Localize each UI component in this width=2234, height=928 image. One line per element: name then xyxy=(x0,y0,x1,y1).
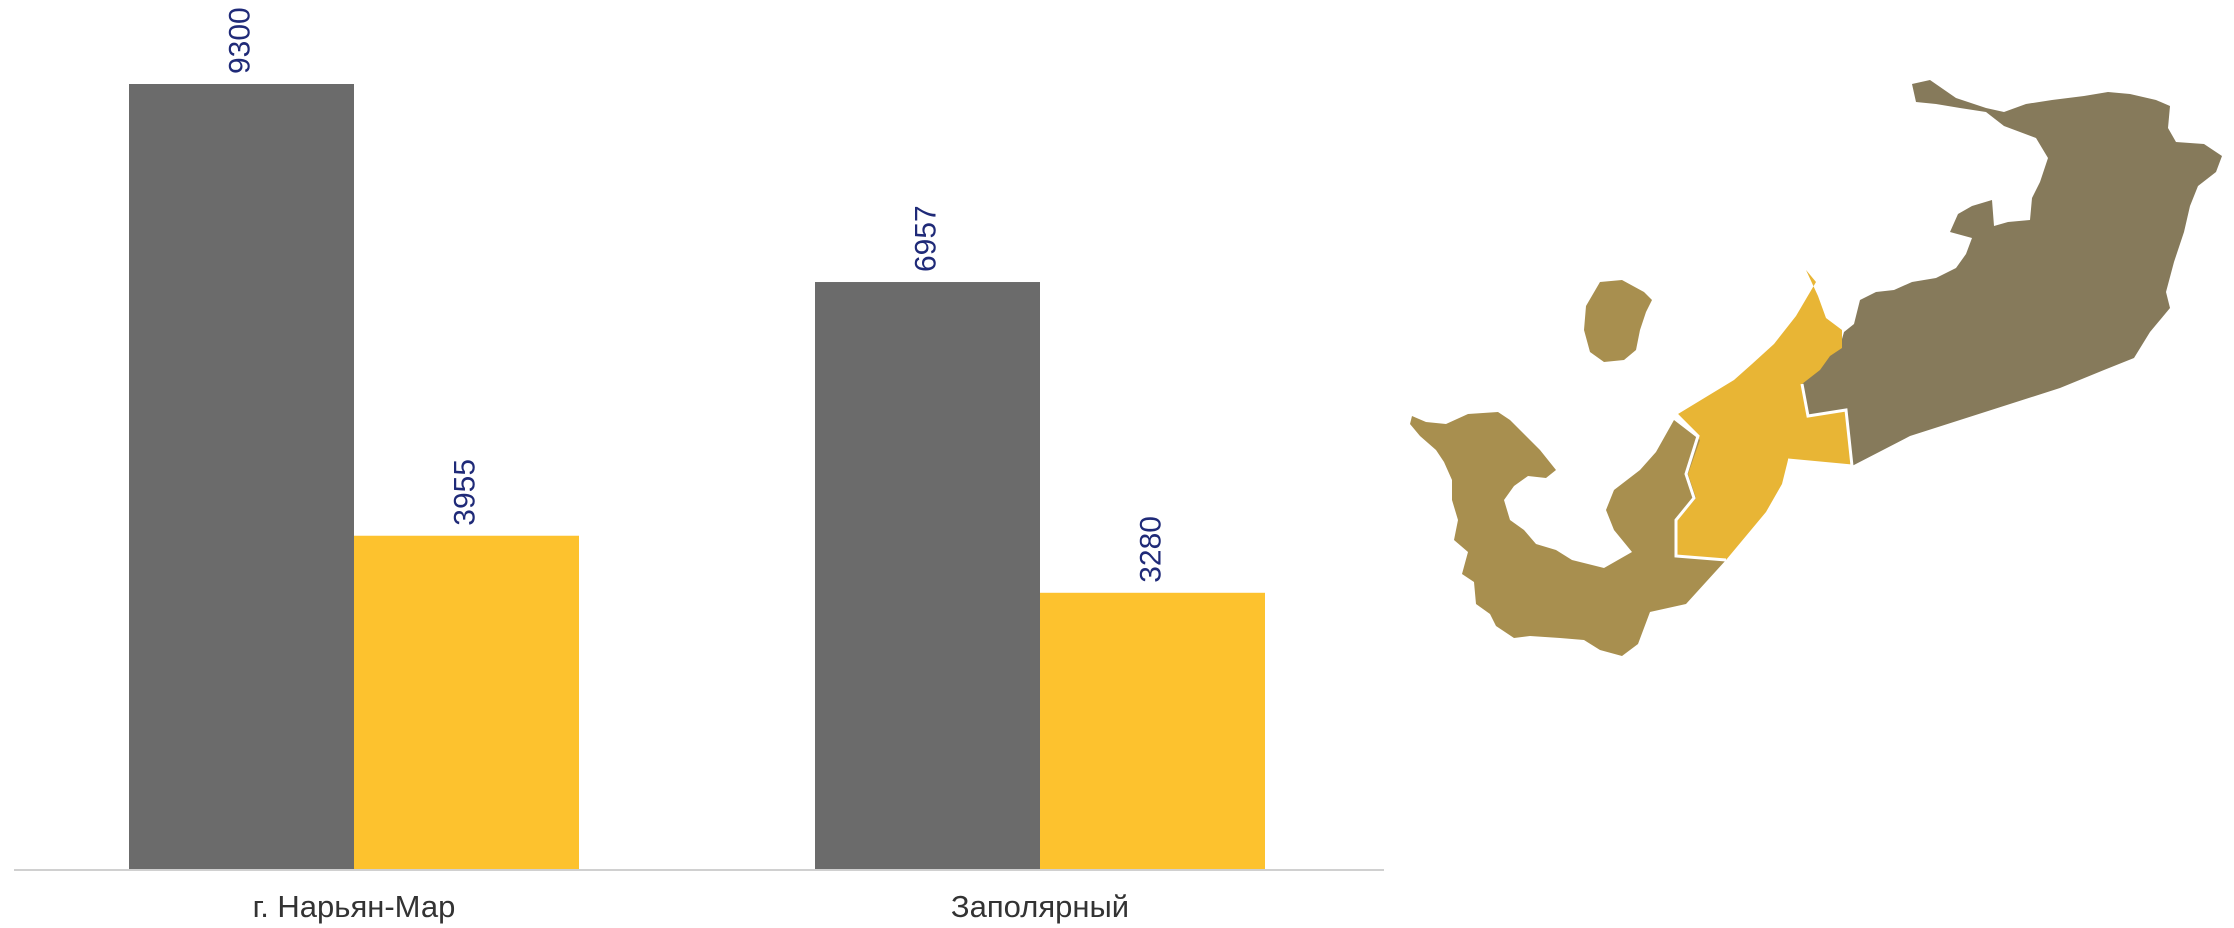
east-region xyxy=(1802,80,2222,466)
island-region xyxy=(1584,280,1652,362)
bar-series1-cat0 xyxy=(354,535,579,870)
category-label-1: Заполярный xyxy=(951,889,1129,924)
region-border xyxy=(1674,412,1727,562)
highlight-region xyxy=(1676,270,1852,560)
data-label-series0-cat1: 6957 xyxy=(909,205,942,272)
region-border xyxy=(1787,383,1854,468)
category-label-0: г. Нарьян-Мар xyxy=(253,889,456,924)
data-label-series1-cat1: 3280 xyxy=(1134,516,1167,583)
bar-series0-cat0 xyxy=(129,84,354,870)
bar-chart: 9300 6957 3955 3280 г. Нарьян-Мар Заполярны… xyxy=(14,7,1384,924)
data-label-series1-cat0: 3955 xyxy=(448,459,481,526)
data-label-series0-cat0: 9300 xyxy=(223,7,256,74)
bar-series1-cat1 xyxy=(1040,592,1265,870)
bar-series0-cat1 xyxy=(815,282,1040,870)
west-region xyxy=(1410,412,1726,656)
